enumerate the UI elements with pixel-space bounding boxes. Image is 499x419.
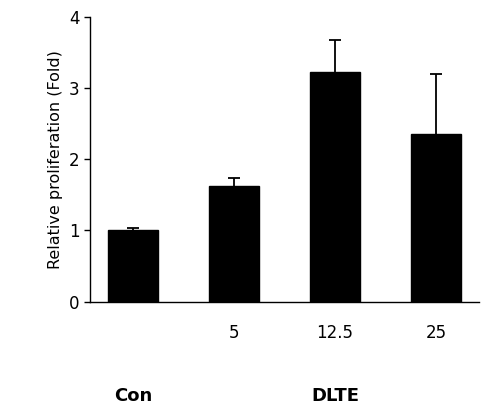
Bar: [310, 72, 360, 302]
Text: Con: Con: [114, 387, 152, 405]
Text: DLTE: DLTE: [311, 387, 359, 405]
Text: 5: 5: [229, 324, 239, 342]
Bar: [411, 134, 462, 302]
Bar: [107, 230, 158, 302]
Y-axis label: Relative proliferation (Fold): Relative proliferation (Fold): [48, 50, 63, 269]
Text: 25: 25: [426, 324, 447, 342]
Bar: [209, 186, 259, 302]
Text: 12.5: 12.5: [316, 324, 353, 342]
